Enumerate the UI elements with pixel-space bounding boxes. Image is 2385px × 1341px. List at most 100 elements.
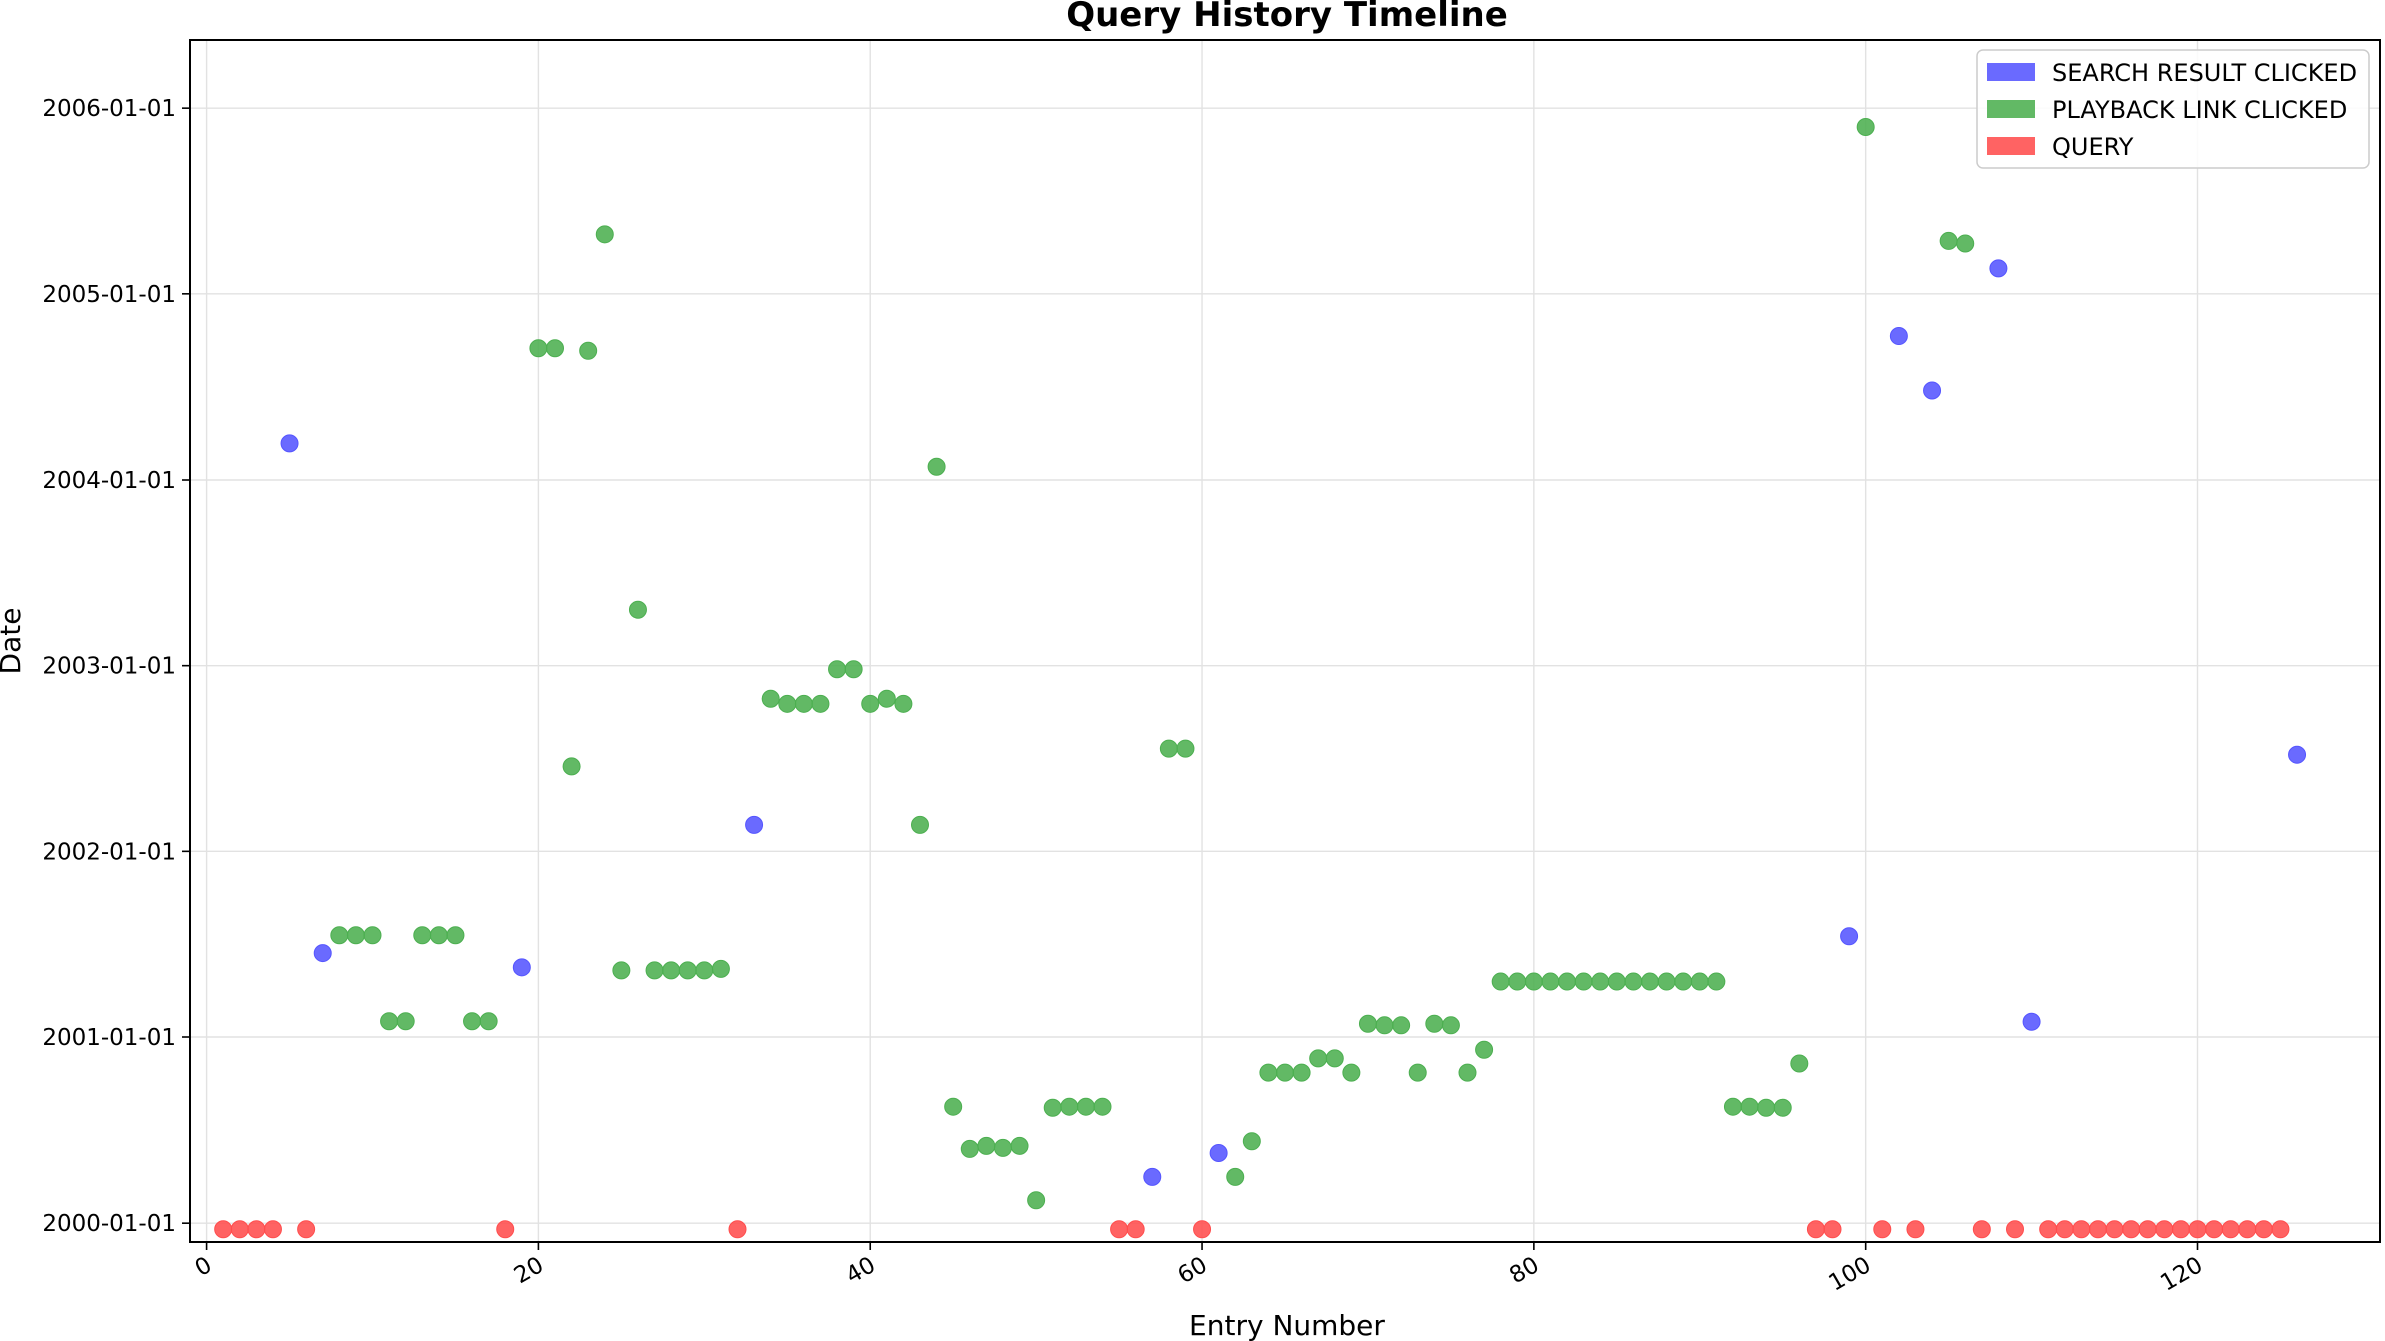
data-point <box>1873 1220 1892 1239</box>
data-point <box>1076 1097 1095 1116</box>
data-point <box>612 961 631 980</box>
data-point <box>1508 972 1527 991</box>
data-point <box>678 961 697 980</box>
data-point <box>313 944 332 963</box>
data-point <box>1110 1220 1129 1239</box>
data-point <box>1574 972 1593 991</box>
data-point <box>811 694 830 713</box>
data-point <box>280 434 299 453</box>
data-point <box>1591 972 1610 991</box>
data-point <box>263 1220 282 1239</box>
data-point <box>1840 927 1859 946</box>
data-point <box>1342 1063 1361 1082</box>
legend-swatch <box>1987 63 2035 81</box>
data-point <box>1624 972 1643 991</box>
data-point <box>2171 1220 2190 1239</box>
data-point <box>2072 1220 2091 1239</box>
data-point <box>1989 259 2008 278</box>
data-point <box>2188 1220 2207 1239</box>
data-point <box>927 457 946 476</box>
data-point <box>977 1136 996 1155</box>
data-point <box>628 600 647 619</box>
data-point <box>396 1012 415 1031</box>
data-point <box>479 1012 498 1031</box>
data-point <box>695 961 714 980</box>
data-point <box>1889 327 1908 346</box>
data-point <box>911 815 929 834</box>
data-point <box>1392 1016 1411 1035</box>
data-point <box>1674 972 1693 991</box>
data-point <box>1906 1220 1925 1239</box>
data-point <box>1939 231 1958 250</box>
data-point <box>2122 1220 2141 1239</box>
data-point <box>2155 1220 2174 1239</box>
data-point <box>1043 1098 1062 1117</box>
data-point <box>496 1220 515 1239</box>
data-point <box>1823 1220 1842 1239</box>
data-point <box>960 1139 979 1158</box>
y-tick-label: 2005-01-01 <box>42 282 176 308</box>
data-point <box>1408 1063 1427 1082</box>
data-point <box>214 1220 233 1239</box>
data-point <box>1126 1220 1145 1239</box>
data-point <box>794 694 813 713</box>
data-point <box>711 959 730 978</box>
data-point <box>413 926 432 945</box>
data-point <box>1325 1049 1344 1068</box>
y-tick-label: 2000-01-01 <box>42 1211 176 1237</box>
data-point <box>993 1138 1012 1157</box>
legend-swatch <box>1987 137 2035 155</box>
data-point <box>595 225 614 244</box>
y-axis-label: Date <box>0 608 27 675</box>
data-point <box>512 958 531 977</box>
y-axis-ticks: 2000-01-01 2001-01-01 2002-01-01 2003-01-01… <box>42 96 190 1237</box>
series-1 <box>330 117 1975 1210</box>
legend-box <box>1976 49 2370 169</box>
data-points <box>214 117 2307 1239</box>
data-point <box>2221 1220 2240 1239</box>
data-point <box>247 1220 266 1239</box>
data-point <box>728 1220 747 1239</box>
data-point <box>1475 1040 1494 1059</box>
data-point <box>1723 1097 1742 1116</box>
data-point <box>2288 745 2307 764</box>
data-point <box>1276 1063 1294 1082</box>
data-point <box>1176 739 1195 758</box>
data-point <box>297 1220 316 1239</box>
data-point <box>1806 1220 1825 1239</box>
data-point <box>1641 972 1659 991</box>
data-point <box>1972 1220 1991 1239</box>
data-point <box>1856 117 1875 136</box>
data-point <box>562 757 581 776</box>
data-point <box>828 660 847 679</box>
y-tick-label: 2002-01-01 <box>42 839 176 865</box>
data-point <box>346 926 365 945</box>
data-point <box>1159 739 1178 758</box>
data-point <box>1209 1143 1228 1162</box>
data-point <box>1757 1098 1776 1117</box>
data-point <box>1027 1191 1046 1210</box>
data-point <box>662 961 681 980</box>
data-point <box>1093 1097 1112 1116</box>
data-point <box>546 339 564 358</box>
data-point <box>1010 1136 1029 1155</box>
data-point <box>1740 1097 1759 1116</box>
data-point <box>1309 1049 1328 1068</box>
data-point <box>1707 972 1726 991</box>
data-point <box>745 815 764 834</box>
chart-title: Query History Timeline <box>1066 0 1508 35</box>
data-point <box>429 926 448 945</box>
data-point <box>778 694 797 713</box>
data-point <box>645 961 664 980</box>
data-point <box>1292 1063 1311 1082</box>
data-point <box>2055 1220 2074 1239</box>
data-point <box>1790 1054 1809 1073</box>
y-tick-label: 2001-01-01 <box>42 1025 176 1051</box>
plot-area-frame <box>189 39 2381 1243</box>
data-point <box>1558 972 1577 991</box>
data-point <box>1441 1016 1460 1035</box>
data-point <box>2205 1220 2224 1239</box>
data-point <box>761 689 780 708</box>
data-point <box>1607 972 1626 991</box>
data-point <box>230 1220 249 1239</box>
